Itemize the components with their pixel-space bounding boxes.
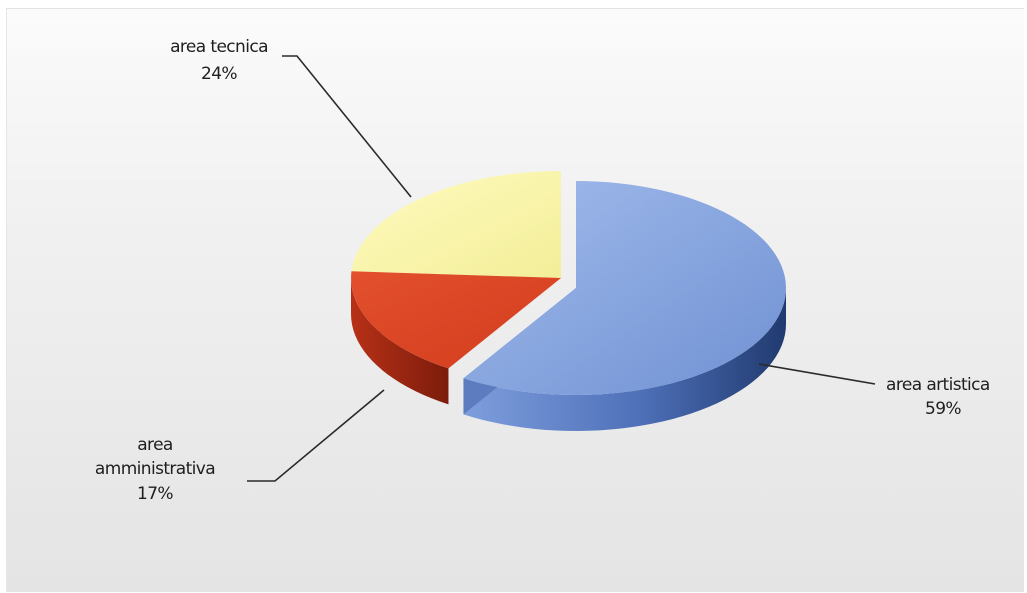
pie-slice-side: [463, 288, 786, 431]
leader-line-area-amministrativa: [247, 389, 385, 482]
data-label-name-area-artistica: area artistica: [886, 375, 990, 395]
data-label-name-area-amministrativa: amministrativa: [95, 459, 215, 479]
leader-line-area-tecnica: [282, 55, 412, 198]
data-label-name-area-tecnica: area tecnica: [170, 37, 268, 57]
data-label-name-area-amministrativa: area: [137, 435, 173, 455]
pie-slice-top: [351, 171, 561, 278]
data-label-value-area-artistica: 59%: [925, 399, 961, 419]
pie-slice-area-tecnica: [351, 171, 561, 278]
leader-line-area-artistica: [758, 363, 876, 385]
pie-slice-top: [463, 181, 786, 395]
chart-area: area artistica 59% area amministrativa 17% ar…: [6, 8, 1024, 592]
pie-chart: area artistica 59% area amministrativa 17% ar…: [95, 37, 990, 504]
pie-slice-side: [351, 278, 449, 405]
data-label-value-area-amministrativa: 17%: [137, 484, 173, 504]
data-label-value-area-tecnica: 24%: [201, 64, 237, 84]
pie-slice-area-amministrativa: [351, 271, 561, 405]
pie-slice-area-artistica: [463, 181, 786, 431]
pie-slice-top: [351, 271, 561, 369]
